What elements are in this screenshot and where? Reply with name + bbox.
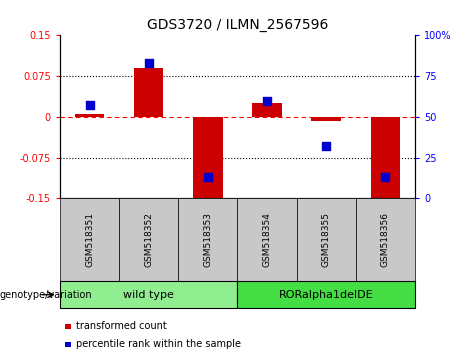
Text: transformed count: transformed count [76, 321, 167, 331]
Text: GSM518352: GSM518352 [144, 212, 153, 267]
Bar [193, 117, 223, 201]
Point [382, 174, 389, 180]
Bar [252, 103, 282, 117]
Point [322, 143, 330, 149]
Text: percentile rank within the sample: percentile rank within the sample [76, 339, 241, 349]
Point [86, 103, 93, 108]
Bar [75, 114, 104, 117]
Point [263, 98, 271, 103]
Bar [134, 68, 164, 117]
Text: RORalpha1delDE: RORalpha1delDE [279, 290, 373, 300]
Text: genotype/variation: genotype/variation [0, 290, 93, 300]
Bar [371, 117, 400, 201]
Point [145, 60, 152, 66]
Text: GSM518351: GSM518351 [85, 212, 94, 267]
Title: GDS3720 / ILMN_2567596: GDS3720 / ILMN_2567596 [147, 18, 328, 32]
Text: GSM518354: GSM518354 [262, 212, 272, 267]
Text: wild type: wild type [123, 290, 174, 300]
Point [204, 174, 212, 180]
Text: GSM518356: GSM518356 [381, 212, 390, 267]
Bar [311, 117, 341, 121]
Text: GSM518353: GSM518353 [203, 212, 213, 267]
Text: GSM518355: GSM518355 [322, 212, 331, 267]
